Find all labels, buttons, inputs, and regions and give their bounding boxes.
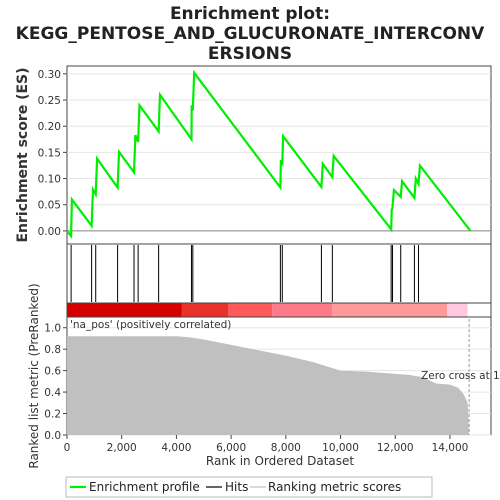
es-y-tick-label: 0.25 [38,95,61,107]
heat-band [67,303,182,317]
title-line-2: KEGG_PENTOSE_AND_GLUCURONATE_INTERCONV [16,24,485,44]
ranked-y-tick-label: 0.0 [44,430,61,442]
ranked-y-axis-label: Ranked list metric (PreRanked) [27,283,41,468]
legend-label-enrichment: Enrichment profile [89,480,200,494]
es-panel: 0.00 0.05 0.10 0.15 0.20 0.25 0.30 Enrichment … [15,66,491,244]
x-tick-label: 2,000 [107,442,137,454]
heat-band [228,303,272,317]
es-y-tick-label: 0.00 [38,226,61,238]
ranked-y-tick-label: 1.0 [44,323,61,335]
heat-band [182,303,229,317]
es-y-tick-label: 0.10 [38,174,61,186]
ranked-y-tick-label: 0.6 [44,366,61,378]
x-axis-label: Rank in Ordered Dataset [206,454,354,468]
x-tick-label: 6,000 [216,442,246,454]
legend-label-hits: Hits [225,480,248,494]
legend: Enrichment profile Hits Ranking metric s… [66,477,432,497]
ranked-y-tick-label: 0.4 [44,387,61,399]
x-tick-label: 0 [64,442,71,454]
x-tick-label: 10,000 [322,442,359,454]
ranked-heat-strip [67,303,491,317]
es-y-axis-label: Enrichment score (ES) [15,67,31,242]
es-y-ticks: 0.00 0.05 0.10 0.15 0.20 0.25 0.30 [38,69,67,238]
title-line-3: ERSIONS [208,44,292,64]
heat-band [332,303,447,317]
heat-band [468,303,491,317]
es-y-tick-label: 0.30 [38,69,61,81]
x-tick-label: 12,000 [377,442,414,454]
heat-bands [67,303,491,317]
es-y-tick-label: 0.20 [38,121,61,133]
x-tick-label: 4,000 [161,442,191,454]
ranked-y-tick-label: 0.8 [44,344,61,356]
hits-panel [67,244,491,303]
positive-correlated-label: 'na_pos' (positively correlated) [70,319,231,331]
ranked-y-tick-label: 0.2 [44,409,61,421]
es-panel-frame [67,66,491,244]
x-tick-label: 14,000 [432,442,469,454]
es-y-tick-label: 0.15 [38,147,61,159]
es-y-tick-label: 0.05 [38,200,61,212]
ranked-y-ticks: 0.0 0.2 0.4 0.6 0.8 1.0 [44,323,67,442]
hits-panel-frame [67,244,491,303]
x-tick-label: 8,000 [271,442,301,454]
title-line-1: Enrichment plot: [170,4,330,24]
heat-band [272,303,332,317]
x-axis-ticks: 0 2,000 4,000 6,000 8,000 10,000 12,000 14,000 [64,435,469,454]
heat-band [447,303,468,317]
zero-cross-label: Zero cross at 1 [421,370,500,382]
legend-label-ranking-metric: Ranking metric scores [268,480,401,494]
